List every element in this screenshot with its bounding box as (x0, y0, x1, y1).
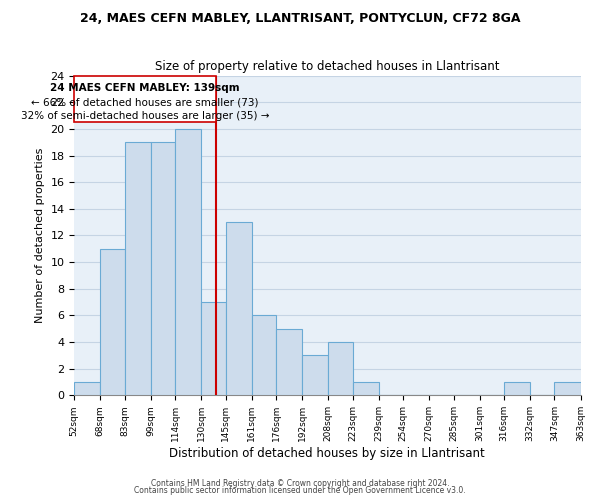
Text: Contains HM Land Registry data © Crown copyright and database right 2024.: Contains HM Land Registry data © Crown c… (151, 478, 449, 488)
Bar (276, 328, 302, 396)
Bar (201, 302, 226, 396)
Text: ← 66% of detached houses are smaller (73): ← 66% of detached houses are smaller (73… (31, 97, 259, 107)
Bar (251, 316, 276, 396)
Text: 24 MAES CEFN MABLEY: 139sqm: 24 MAES CEFN MABLEY: 139sqm (50, 82, 240, 92)
X-axis label: Distribution of detached houses by size in Llantrisant: Distribution of detached houses by size … (169, 447, 485, 460)
Text: 24, MAES CEFN MABLEY, LLANTRISANT, PONTYCLUN, CF72 8GA: 24, MAES CEFN MABLEY, LLANTRISANT, PONTY… (80, 12, 520, 26)
Bar (151, 142, 175, 396)
Bar (504, 382, 530, 396)
Bar (353, 382, 379, 396)
Bar (226, 222, 251, 396)
Bar (554, 382, 581, 396)
Bar (74, 76, 216, 122)
Y-axis label: Number of detached properties: Number of detached properties (35, 148, 44, 323)
Bar (328, 342, 353, 396)
Bar (175, 129, 201, 396)
Text: Contains public sector information licensed under the Open Government Licence v3: Contains public sector information licen… (134, 486, 466, 495)
Bar (302, 356, 328, 396)
Bar (125, 142, 151, 396)
Title: Size of property relative to detached houses in Llantrisant: Size of property relative to detached ho… (155, 60, 500, 73)
Bar (74, 382, 100, 396)
Bar (100, 249, 125, 396)
Text: 32% of semi-detached houses are larger (35) →: 32% of semi-detached houses are larger (… (21, 110, 269, 120)
